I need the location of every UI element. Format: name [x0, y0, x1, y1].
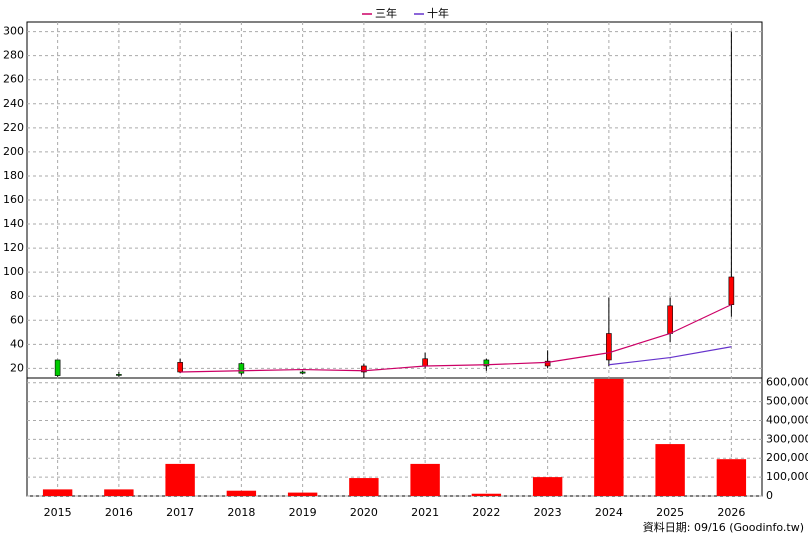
volume-bar [532, 477, 563, 496]
y-tick-label: 160 [3, 193, 24, 206]
y-tick-label: 120 [3, 241, 24, 254]
x-tick-label: 2016 [105, 506, 133, 519]
candle-body [422, 358, 428, 367]
y-tick-label: 280 [3, 49, 24, 62]
y-tick-label: 80 [10, 289, 24, 302]
volume-bar [42, 489, 73, 496]
legend-label: 十年 [427, 6, 449, 20]
y-tick-label: 260 [3, 73, 24, 86]
x-tick-label: 2022 [472, 506, 500, 519]
y-tick-label: 200 [3, 145, 24, 158]
x-tick-label: 2023 [534, 506, 562, 519]
candle-body [606, 333, 612, 361]
y2-tick-label: 100,000 [766, 470, 808, 483]
candle-body [483, 359, 490, 367]
y-tick-label: 180 [3, 169, 24, 182]
x-tick-label: 2026 [717, 506, 745, 519]
candle-body [116, 374, 122, 376]
x-tick-label: 2021 [411, 506, 439, 519]
volume-bar [594, 378, 624, 496]
x-tick-label: 2019 [289, 506, 317, 519]
candle-body [54, 359, 61, 376]
y-tick-label: 60 [10, 313, 24, 326]
x-tick-label: 2020 [350, 506, 378, 519]
y-tick-label: 100 [3, 265, 24, 278]
ma-line [608, 346, 732, 366]
y-tick-label: 220 [3, 121, 24, 134]
y-tick-label: 40 [10, 337, 24, 350]
y-tick-label: 20 [10, 361, 24, 374]
x-tick-label: 2017 [166, 506, 194, 519]
candle-body [361, 365, 367, 373]
y-tick-label: 240 [3, 97, 24, 110]
candle-body [177, 362, 183, 373]
y2-tick-label: 500,000 [766, 395, 808, 408]
ma-line [180, 304, 732, 373]
plot-frame [26, 21, 763, 497]
candle-body [728, 276, 735, 305]
y2-tick-label: 0 [766, 489, 773, 502]
candle-body [544, 360, 551, 367]
y-tick-label: 140 [3, 217, 24, 230]
volume-bar [410, 463, 440, 496]
volume-bar [655, 444, 685, 496]
y2-tick-label: 200,000 [766, 451, 808, 464]
x-tick-label: 2024 [595, 506, 623, 519]
candle-body [238, 363, 245, 374]
legend-label: 三年 [375, 6, 397, 20]
candle-body [667, 305, 673, 334]
y-tick-label: 300 [3, 25, 24, 38]
y2-tick-label: 300,000 [766, 432, 808, 445]
footnote: 資料日期: 09/16 (Goodinfo.tw) [643, 520, 804, 534]
volume-bar [226, 490, 257, 496]
volume-bar [165, 463, 195, 496]
y2-tick-label: 600,000 [766, 376, 808, 389]
volume-bar [716, 459, 747, 496]
y2-tick-label: 400,000 [766, 413, 808, 426]
candle-body [299, 371, 306, 374]
x-tick-label: 2018 [227, 506, 255, 519]
volume-bar [104, 489, 134, 496]
volume-bar [349, 478, 379, 496]
x-tick-label: 2015 [44, 506, 72, 519]
x-tick-label: 2025 [656, 506, 684, 519]
volume-bar [287, 492, 318, 496]
volume-bar [471, 493, 502, 496]
